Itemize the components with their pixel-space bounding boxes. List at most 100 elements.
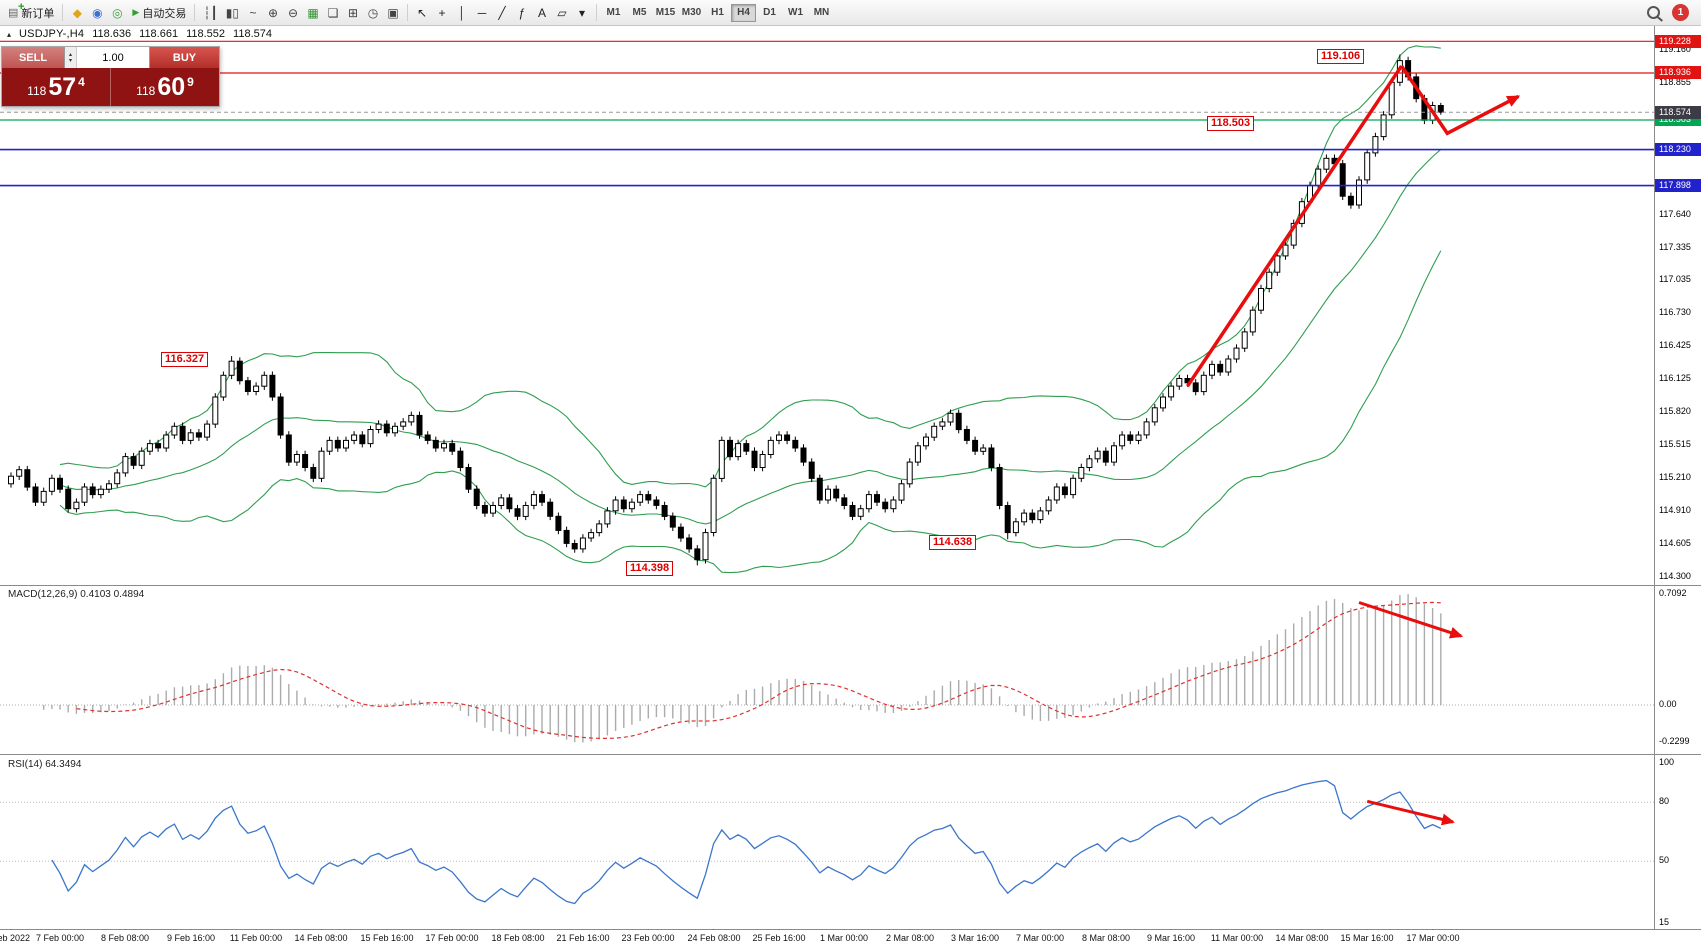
add-chart-icon[interactable]: ⊞ [343, 3, 363, 23]
price-axis-label: 114.910 [1659, 505, 1691, 515]
autotrading-label: 自动交易 [142, 7, 187, 20]
timeframe-h1[interactable]: H1 [705, 4, 730, 22]
sell-price[interactable]: 118 57 4 [2, 68, 111, 106]
quote-high: 118.661 [139, 28, 179, 40]
period-selector-icon[interactable]: ◷ [363, 3, 383, 23]
vertical-line-icon[interactable]: │ [452, 3, 472, 23]
bid-price-badge: 118.574 [1655, 106, 1701, 119]
time-axis-label: 23 Feb 00:00 [621, 933, 675, 943]
cascade-windows-icon[interactable]: ❏ [323, 3, 343, 23]
price-level-badge: 118.230 [1655, 143, 1701, 156]
time-axis-label: 2 Mar 08:00 [885, 933, 935, 943]
macd-indicator-label: MACD(12,26,9) 0.4103 0.4894 [8, 589, 145, 600]
profiles-icon[interactable]: ◆ [67, 3, 87, 23]
rsi-axis-label: 50 [1659, 855, 1670, 865]
fibonacci-icon[interactable]: ƒ [512, 3, 532, 23]
price-axis-label: 118.855 [1659, 77, 1691, 87]
horizontal-line-icon[interactable]: ─ [472, 3, 492, 23]
volume-box: ▴ ▾ [64, 47, 150, 68]
market-watch-icon[interactable]: ◉ [87, 3, 107, 23]
toolbar-separator [596, 4, 597, 21]
timeframe-m5[interactable]: M5 [627, 4, 652, 22]
rsi-axis-label: 15 [1659, 917, 1670, 927]
autotrading-button[interactable]: ▶ 自动交易 [128, 3, 190, 23]
toolbar-separator [407, 4, 408, 21]
price-axis-label: 114.300 [1659, 571, 1691, 581]
templates-icon[interactable]: ▣ [383, 3, 403, 23]
sell-button[interactable]: SELL [2, 47, 64, 68]
new-order-icon: ▤ + [8, 1, 25, 19]
price-annotation-label: 116.327 [161, 352, 209, 367]
time-axis-label: 15 Mar 16:00 [1340, 933, 1394, 943]
rsi-axis-label: 80 [1659, 796, 1670, 806]
main-toolbar: ▤ + 新订单 ◆ ◉ ◎ ▶ 自动交易 ┆┃ ▮▯ ~ ⊕ ⊖ ▦ ❏ ⊞ ◷ ▣ ↖ + │ ─ ╱ ƒ A ▱ ▾… [0, 0, 1701, 26]
line-chart-icon[interactable]: ~ [243, 3, 263, 23]
volume-down-stepper[interactable]: ▾ [68, 57, 72, 64]
price-annotation-label: 118.503 [1207, 116, 1255, 131]
time-axis-label: 9 Feb 16:00 [166, 933, 216, 943]
tile-windows-icon[interactable]: ▦ [303, 3, 323, 23]
price-annotation-label: 114.398 [626, 561, 674, 576]
price-axis-label: 114.605 [1659, 538, 1691, 548]
quote-bar: ▴ USDJPY-,H4 118.636 118.661 118.552 118… [7, 28, 272, 40]
price-level-badge: 119.228 [1655, 35, 1701, 48]
time-axis-label: 7 Feb 00:00 [35, 933, 85, 943]
trendline-icon[interactable]: ╱ [492, 3, 512, 23]
price-axis-label: 116.730 [1659, 307, 1691, 317]
buy-price[interactable]: 118 60 9 [136, 73, 194, 101]
volume-up-stepper[interactable]: ▴ [68, 51, 72, 58]
time-axis-label: 9 Mar 16:00 [1146, 933, 1196, 943]
time-axis-label: 14 Feb 08:00 [294, 933, 348, 943]
macd-axis-label: 0.7092 [1659, 588, 1687, 598]
zoom-out-icon[interactable]: ⊖ [283, 3, 303, 23]
time-axis-label: 18 Feb 08:00 [491, 933, 545, 943]
timeframe-d1[interactable]: D1 [757, 4, 782, 22]
timeframe-mn[interactable]: MN [809, 4, 834, 22]
rsi-indicator-label: RSI(14) 64.3494 [8, 759, 82, 770]
navigator-icon[interactable]: ◎ [107, 3, 127, 23]
chart-window-icon: ▴ [7, 29, 12, 39]
crosshair-icon[interactable]: + [432, 3, 452, 23]
price-axis-label: 115.515 [1659, 439, 1691, 449]
price-level-badge: 118.936 [1655, 66, 1701, 79]
time-axis-label: 14 Mar 08:00 [1275, 933, 1329, 943]
timeframe-m1[interactable]: M1 [601, 4, 626, 22]
text-icon[interactable]: A [532, 3, 552, 23]
time-axis-label: 17 Feb 00:00 [425, 933, 479, 943]
candlestick-icon[interactable]: ▮▯ [222, 3, 243, 23]
time-axis-label: 11 Mar 00:00 [1210, 933, 1264, 943]
price-axis-label: 117.035 [1659, 274, 1691, 284]
timeframe-m30[interactable]: M30 [679, 4, 704, 22]
time-axis-label: 8 Feb 08:00 [100, 933, 150, 943]
volume-input[interactable] [77, 47, 149, 68]
price-axis-label: 115.820 [1659, 406, 1691, 416]
timeframe-h4[interactable]: H4 [731, 3, 756, 22]
timeframe-m15[interactable]: M15 [653, 4, 678, 22]
time-axis-label: 21 Feb 16:00 [556, 933, 610, 943]
price-axis-label: 119.160 [1659, 44, 1691, 54]
shapes-icon[interactable]: ▱ [552, 3, 572, 23]
time-axis: Feb 2022 7 Feb 00:00 8 Feb 08:00 9 Feb 16:0… [0, 930, 1701, 945]
timeframe-w1[interactable]: W1 [783, 4, 808, 22]
time-axis-label: 11 Feb 00:00 [229, 933, 283, 943]
price-axis-label: 116.425 [1659, 340, 1691, 350]
time-axis-label: 15 Feb 16:00 [360, 933, 414, 943]
cursor-icon[interactable]: ↖ [412, 3, 432, 23]
notification-badge[interactable]: 1 [1672, 4, 1689, 21]
price-axis-label: 115.210 [1659, 472, 1691, 482]
search-icon[interactable] [1647, 6, 1660, 19]
macd-axis-label: -0.2299 [1659, 736, 1690, 746]
price-axis-label: 117.335 [1659, 242, 1691, 252]
arrows-dropdown-icon[interactable]: ▾ [572, 3, 592, 23]
toolbar-separator [194, 4, 196, 21]
price-level-badge: 117.898 [1655, 179, 1701, 192]
bar-chart-icon[interactable]: ┆┃ [199, 3, 221, 23]
new-order-button[interactable]: ▤ + 新订单 [4, 1, 58, 23]
buy-button[interactable]: BUY [150, 47, 219, 68]
zoom-in-icon[interactable]: ⊕ [263, 3, 283, 23]
time-axis-label: 1 Mar 00:00 [819, 933, 869, 943]
price-annotation-label: 114.638 [929, 535, 977, 550]
time-axis-label: 24 Feb 08:00 [687, 933, 741, 943]
